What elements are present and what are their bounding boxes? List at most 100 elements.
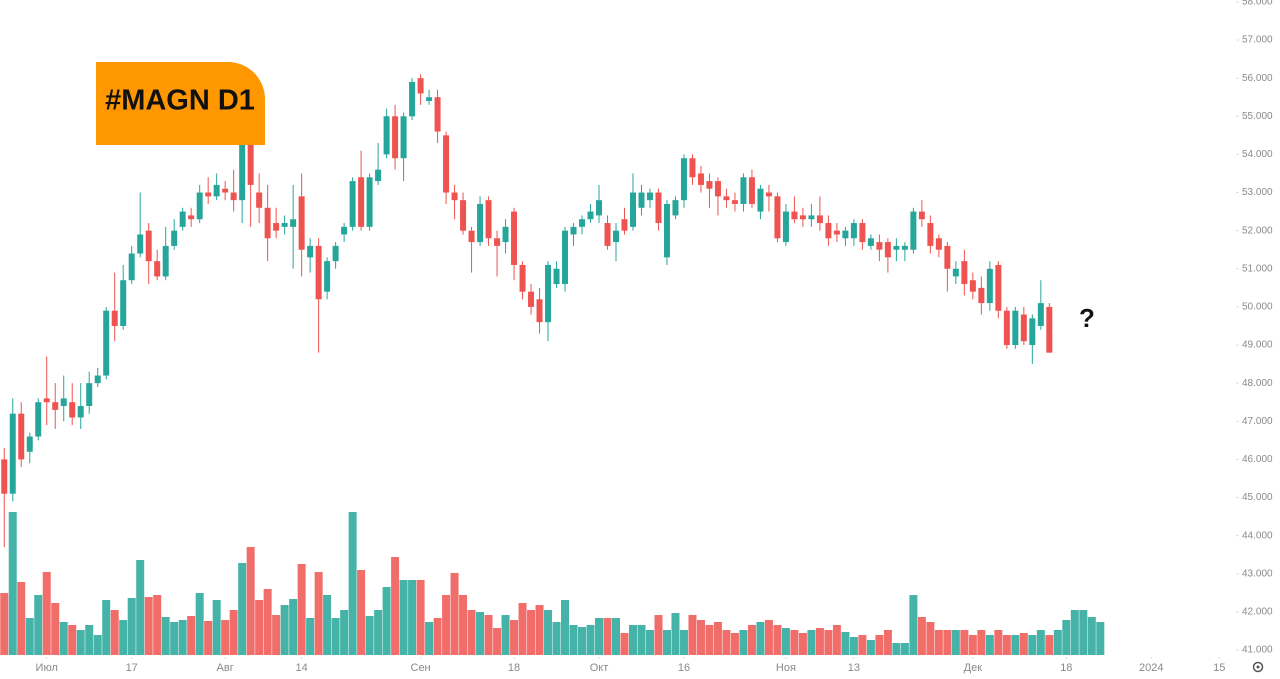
- x-tick-label: 14: [296, 662, 308, 674]
- candle-body: [689, 158, 696, 178]
- volume-bar: [875, 635, 884, 655]
- volume-bar: [25, 618, 34, 655]
- candle-body: [434, 97, 441, 132]
- candle-body: [621, 219, 628, 231]
- volume-bar: [773, 625, 782, 655]
- volume-bar: [119, 620, 128, 655]
- candle-body: [748, 177, 755, 204]
- candle-body: [740, 177, 747, 204]
- volume-bar: [637, 625, 646, 655]
- x-tick-label: Окт: [590, 662, 609, 674]
- candle-body: [774, 196, 781, 239]
- y-tick-label: 49.000: [1242, 340, 1273, 351]
- x-tick-label: 13: [848, 662, 860, 674]
- x-tick-label: 18: [1060, 662, 1072, 674]
- volume-bar: [255, 600, 264, 655]
- candle-body: [69, 402, 76, 418]
- volume-bar: [866, 640, 875, 655]
- volume-bar: [807, 630, 816, 655]
- volume-bar: [1062, 620, 1071, 655]
- candle-body: [961, 261, 968, 285]
- candle-body: [392, 116, 399, 159]
- candle-body: [290, 219, 297, 227]
- candle-body: [553, 268, 560, 285]
- volume-bar: [340, 610, 349, 655]
- volume-bar: [68, 625, 77, 655]
- candle-body: [799, 215, 806, 220]
- candle-body: [893, 245, 900, 250]
- volume-bar: [892, 643, 901, 655]
- candle-body: [35, 402, 42, 437]
- volume-bar: [263, 589, 272, 655]
- candle-body: [1, 459, 8, 494]
- candle-body: [383, 116, 390, 155]
- x-tick-label: 15: [1213, 662, 1225, 674]
- settings-icon[interactable]: [1252, 661, 1264, 673]
- candle-body: [604, 223, 611, 246]
- candle-body: [629, 192, 636, 227]
- volume-bar: [612, 618, 620, 655]
- volume-bar: [688, 615, 697, 655]
- volume-bar: [212, 600, 221, 655]
- volume-bar: [671, 613, 680, 655]
- volume-bar: [297, 564, 306, 655]
- volume-bar: [178, 620, 187, 655]
- volume-bar: [569, 625, 578, 655]
- volume-bar: [1053, 630, 1062, 655]
- candle-body: [366, 177, 373, 227]
- volume-bar: [535, 605, 544, 655]
- candle-body: [1020, 314, 1027, 342]
- y-tick-label: 55.000: [1242, 111, 1273, 122]
- volume-bar: [790, 630, 799, 655]
- y-tick-label: 56.000: [1242, 73, 1273, 84]
- volume-bar: [221, 620, 230, 655]
- candle-body: [18, 413, 25, 460]
- candle-body: [1037, 303, 1044, 326]
- volume-bar: [127, 598, 136, 655]
- volume-bar: [527, 610, 536, 655]
- settings-icon-dot[interactable]: [1256, 665, 1260, 669]
- y-tick-label: 57.000: [1242, 35, 1273, 46]
- candle-body: [52, 402, 59, 410]
- volume-bar: [544, 610, 553, 655]
- annotation: ?: [1079, 303, 1095, 333]
- volume-bar: [705, 625, 714, 655]
- settings-icon-ring[interactable]: [1252, 661, 1264, 673]
- candle-body: [137, 234, 144, 254]
- candle-body: [239, 131, 246, 201]
- price-layer: [1, 74, 1053, 548]
- y-tick-label: 50.000: [1242, 302, 1273, 313]
- volume-bar: [926, 622, 935, 655]
- volume-bar: [730, 633, 739, 655]
- volume-bar: [399, 580, 408, 655]
- candle-body: [876, 242, 883, 250]
- candle-body: [1012, 310, 1019, 346]
- volume-bar: [722, 630, 731, 655]
- volume-bar: [977, 630, 986, 655]
- volume-bar: [357, 570, 366, 655]
- candle-body: [281, 223, 288, 227]
- candle-body: [307, 245, 314, 258]
- candle-body: [196, 192, 203, 220]
- volume-bar: [314, 572, 323, 655]
- candle-body: [757, 188, 764, 212]
- candle-body: [145, 230, 152, 262]
- volume-bar: [136, 560, 145, 655]
- volume-bar: [781, 628, 790, 655]
- volume-bar: [679, 630, 688, 655]
- candle-body: [850, 223, 857, 239]
- volume-bar: [306, 618, 315, 655]
- volume-bar: [943, 630, 952, 655]
- volume-bar: [764, 620, 773, 655]
- volume-bar: [586, 625, 595, 655]
- candle-body: [171, 230, 178, 246]
- candle-body: [205, 192, 212, 197]
- chart-title: #MAGN D1: [105, 85, 255, 117]
- candle-body: [502, 226, 509, 243]
- volume-bar: [8, 512, 17, 655]
- candle-body: [969, 280, 976, 292]
- candle-body: [273, 223, 280, 231]
- candle-body: [26, 436, 33, 452]
- volume-bar: [501, 615, 510, 655]
- x-tick-label: Авг: [217, 662, 234, 674]
